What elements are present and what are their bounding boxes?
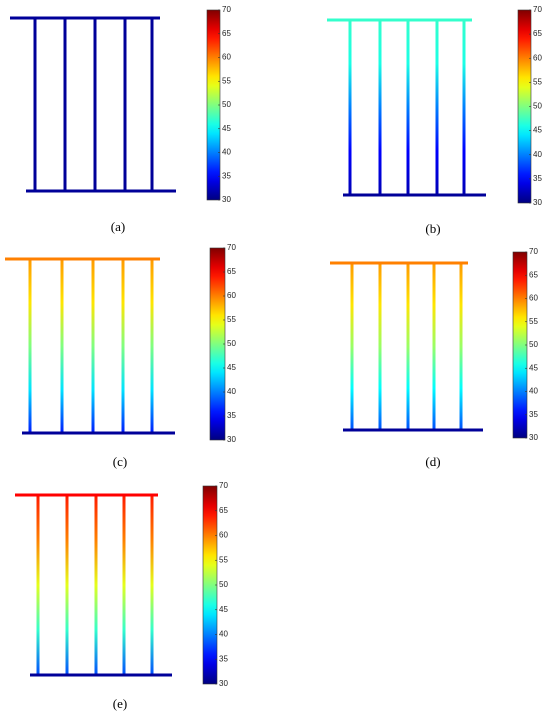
- panel: 30 35 40 45 50 55 60 65 70 (b): [327, 5, 542, 236]
- colorbar-tick-label: 30: [533, 198, 542, 207]
- rod: [36, 495, 40, 675]
- colorbar-tick-label: 45: [219, 605, 228, 614]
- rod: [121, 259, 125, 433]
- colorbar-tick-label: 40: [227, 387, 236, 396]
- rod: [435, 20, 439, 195]
- colorbar-tick-label: 45: [227, 363, 236, 372]
- colorbar-tick-label: 55: [219, 555, 228, 564]
- colorbar-tick-label: 55: [529, 317, 538, 326]
- panel: 30 35 40 45 50 55 60 65 70 (d): [330, 247, 538, 469]
- panel-label: (d): [425, 454, 440, 469]
- colorbar-tick-label: 70: [529, 247, 538, 256]
- rod: [33, 18, 37, 191]
- colorbar-tick-label: 55: [222, 76, 231, 85]
- rod: [150, 495, 154, 675]
- colorbar: [202, 485, 218, 685]
- colorbar-tick-label: 40: [219, 630, 228, 639]
- panel-label: (c): [113, 454, 127, 469]
- colorbar-tick-label: 60: [227, 291, 236, 300]
- rod: [28, 259, 32, 433]
- rod: [94, 495, 98, 675]
- colorbar-tick-label: 45: [529, 363, 538, 372]
- rod: [378, 20, 382, 195]
- rod: [150, 18, 154, 191]
- colorbar-tick-label: 35: [533, 174, 542, 183]
- colorbar-tick-label: 30: [222, 195, 231, 204]
- colorbar-tick-label: 50: [529, 340, 538, 349]
- colorbar-tick-label: 65: [533, 29, 542, 38]
- panel-label: (b): [425, 221, 440, 236]
- colorbar-tick-label: 70: [222, 5, 231, 14]
- rod: [406, 20, 410, 195]
- panel-label: (a): [111, 219, 125, 234]
- rod: [350, 263, 354, 430]
- colorbar-tick-label: 65: [529, 270, 538, 279]
- rod: [459, 263, 463, 430]
- panel: 30 35 40 45 50 55 60 65 70 (c): [5, 243, 236, 469]
- colorbar-tick-label: 60: [219, 531, 228, 540]
- rod: [60, 259, 64, 433]
- rod: [93, 18, 97, 191]
- rod: [406, 263, 410, 430]
- rod: [65, 495, 69, 675]
- colorbar-tick-label: 40: [529, 387, 538, 396]
- colorbar-tick-label: 65: [227, 267, 236, 276]
- colorbar-tick-label: 65: [222, 29, 231, 38]
- colorbar-tick-label: 50: [222, 100, 231, 109]
- colorbar-tick-label: 50: [533, 102, 542, 111]
- colorbar-tick-label: 45: [533, 126, 542, 135]
- panel-label: (e): [113, 696, 127, 711]
- rod: [348, 20, 352, 195]
- colorbar-tick-label: 60: [533, 53, 542, 62]
- colorbar-tick-label: 35: [227, 411, 236, 420]
- colorbar-tick-label: 40: [222, 148, 231, 157]
- colorbar-tick-label: 30: [219, 679, 228, 688]
- rod: [123, 18, 127, 191]
- panel: 30 35 40 45 50 55 60 65 70 (e): [15, 481, 228, 711]
- rod: [432, 263, 436, 430]
- colorbar-tick-label: 60: [529, 294, 538, 303]
- colorbar-tick-label: 40: [533, 150, 542, 159]
- rod: [63, 18, 67, 191]
- colorbar-tick-label: 55: [533, 77, 542, 86]
- colorbar-tick-label: 50: [227, 339, 236, 348]
- colorbar-tick-label: 70: [533, 5, 542, 14]
- colorbar-tick-label: 35: [222, 171, 231, 180]
- rod: [122, 495, 126, 675]
- colorbar-tick-label: 45: [222, 124, 231, 133]
- colorbar-tick-label: 35: [529, 410, 538, 419]
- colorbar-tick-label: 65: [219, 506, 228, 515]
- colorbar: [512, 251, 528, 439]
- colorbar-tick-label: 60: [222, 53, 231, 62]
- colorbar-tick-label: 55: [227, 315, 236, 324]
- colorbar-tick-label: 50: [219, 580, 228, 589]
- rod: [462, 20, 466, 195]
- panel: 30 35 40 45 50 55 60 65 70 (a): [10, 5, 231, 234]
- colorbar-tick-label: 35: [219, 654, 228, 663]
- colorbar-tick-label: 70: [227, 243, 236, 252]
- colorbar-tick-label: 30: [529, 433, 538, 442]
- colorbar-tick-label: 30: [227, 435, 236, 444]
- rod: [378, 263, 382, 430]
- colorbar: [209, 247, 226, 441]
- rod: [91, 259, 95, 433]
- rod: [150, 259, 154, 433]
- colorbar-tick-label: 70: [219, 481, 228, 490]
